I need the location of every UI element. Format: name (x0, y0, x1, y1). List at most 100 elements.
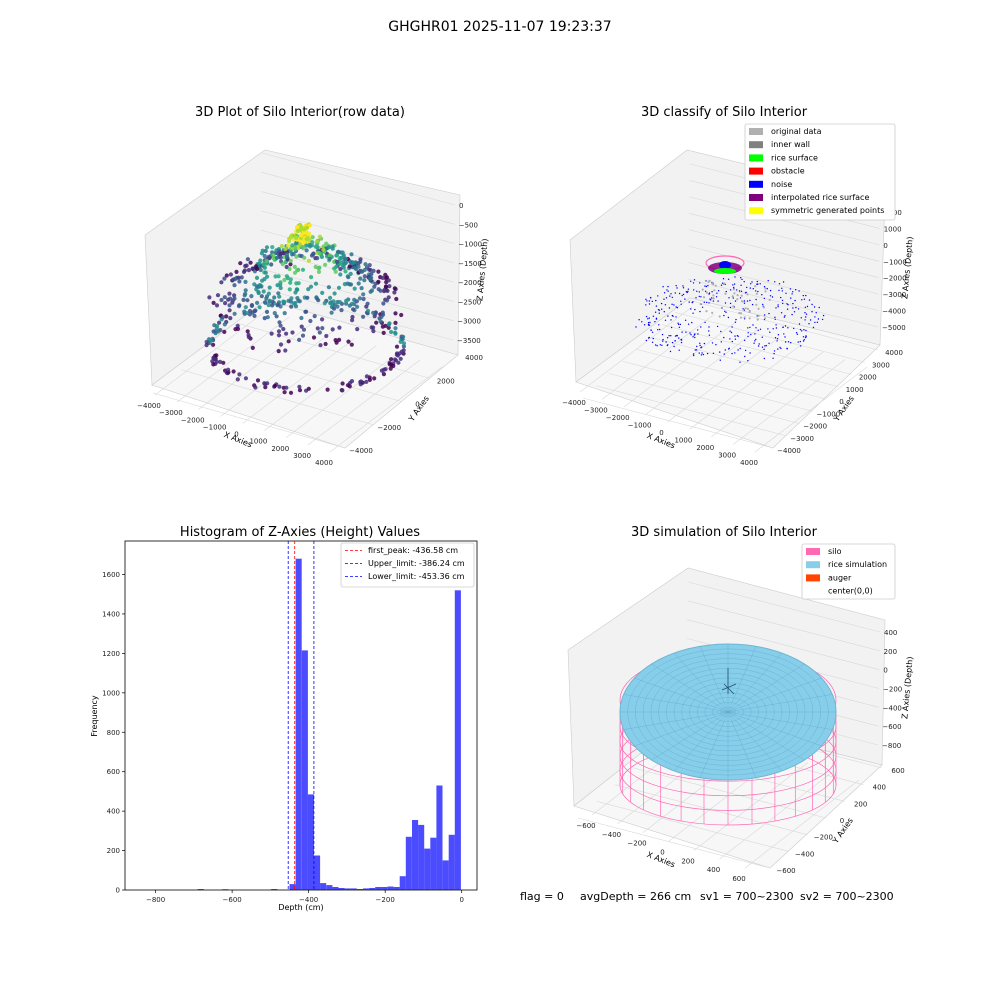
noise-point (734, 338, 737, 340)
rice-mesh-spoke (727, 711, 833, 730)
noise-point (768, 312, 770, 315)
raw-point (299, 324, 304, 329)
noise-point (757, 329, 759, 331)
noise-point (761, 346, 764, 348)
raw-point (214, 359, 219, 364)
raw-point (279, 244, 284, 249)
rice-mesh-spoke (727, 711, 805, 761)
noise-point (687, 290, 689, 293)
original-point (714, 284, 717, 287)
noise-point (682, 285, 684, 287)
x-tick-label: 4000 (740, 459, 758, 467)
raw-point (393, 331, 398, 336)
z-tick-label: 400 (884, 629, 897, 637)
raw-point (288, 258, 293, 263)
raw-point (316, 298, 321, 303)
x-tick-label: 3000 (293, 452, 311, 460)
noise-point (787, 327, 789, 329)
panel-simulation-3d: 3D simulation of Silo Interior −600−400−… (567, 525, 915, 883)
y-tick-label: −2000 (377, 424, 401, 432)
z-tick-label: 200 (884, 648, 897, 656)
raw-point (369, 271, 374, 277)
noise-point (729, 338, 731, 340)
noise-point (801, 330, 803, 332)
original-point (705, 291, 709, 294)
x-tick-label: 1000 (674, 437, 692, 445)
raw-point (219, 280, 224, 285)
raw-point (362, 274, 367, 279)
raw-point (297, 337, 302, 342)
raw-point (282, 277, 287, 283)
noise-point (711, 342, 714, 344)
raw-point (326, 285, 331, 290)
raw-point (340, 388, 345, 393)
x-tick-label: 600 (732, 875, 745, 883)
y-tick-label: 4000 (885, 349, 903, 357)
noise-point (750, 283, 752, 285)
noise-point (814, 321, 816, 324)
raw-point (254, 264, 259, 269)
noise-point (792, 307, 794, 309)
noise-point (665, 297, 668, 299)
noise-point (751, 303, 754, 306)
noise-point (759, 328, 762, 330)
raw-point (392, 357, 398, 362)
noise-point (813, 306, 816, 308)
hist-bar (454, 590, 461, 890)
noise-point (662, 340, 664, 342)
noise-point (744, 349, 747, 352)
raw-point (301, 227, 307, 232)
noise-point (797, 308, 800, 310)
raw-point (261, 262, 266, 267)
legend-swatch (749, 141, 763, 149)
raw-point (311, 335, 317, 340)
raw-point (269, 262, 274, 267)
panel1-x-ticks: −4000−3000−2000−1000 0 1000 2000 3000 4000 (137, 402, 333, 467)
raw-point (262, 277, 267, 282)
raw-point (399, 312, 404, 318)
raw-point (317, 251, 322, 256)
noise-point (775, 307, 777, 309)
noise-point (733, 288, 735, 290)
raw-point (363, 262, 368, 267)
raw-point (392, 290, 397, 295)
raw-point (365, 301, 370, 306)
raw-point (256, 290, 261, 296)
raw-point (284, 385, 289, 390)
noise-point (736, 289, 738, 291)
raw-point (288, 390, 294, 395)
noise-point (664, 304, 667, 306)
original-point (701, 288, 704, 291)
panel-histogram: Histogram of Z-Axies (Height) Values −80… (90, 525, 478, 912)
noise-point (800, 317, 802, 319)
noise-point (805, 313, 808, 315)
noise-point (767, 280, 769, 282)
noise-point (684, 319, 687, 321)
noise-point (796, 333, 799, 335)
noise-point (697, 329, 699, 331)
original-point (764, 287, 767, 290)
noise-point (676, 335, 678, 337)
noise-point (646, 300, 648, 302)
original-point (711, 311, 714, 314)
rice-mesh-spoke (699, 711, 729, 778)
legend-swatch (749, 207, 763, 215)
raw-point (280, 262, 285, 267)
hist-bars (197, 558, 461, 890)
raw-point (385, 298, 390, 303)
y-tick-label: 0 (840, 817, 844, 825)
raw-point (264, 309, 270, 314)
panel4-z-ticks: 400 200 0 −200 −400 −600 −800 (882, 629, 902, 750)
noise-point (669, 295, 671, 297)
noise-point (749, 352, 751, 354)
noise-point (678, 337, 680, 339)
noise-point (759, 283, 761, 285)
raw-point (337, 300, 343, 305)
original-point (724, 292, 727, 295)
legend-label: original data (771, 127, 822, 136)
raw-point (358, 276, 363, 281)
y-tick-label: 400 (107, 808, 120, 816)
noise-point (649, 321, 651, 324)
rice-mesh-spoke (727, 711, 757, 778)
noise-point (756, 280, 758, 283)
